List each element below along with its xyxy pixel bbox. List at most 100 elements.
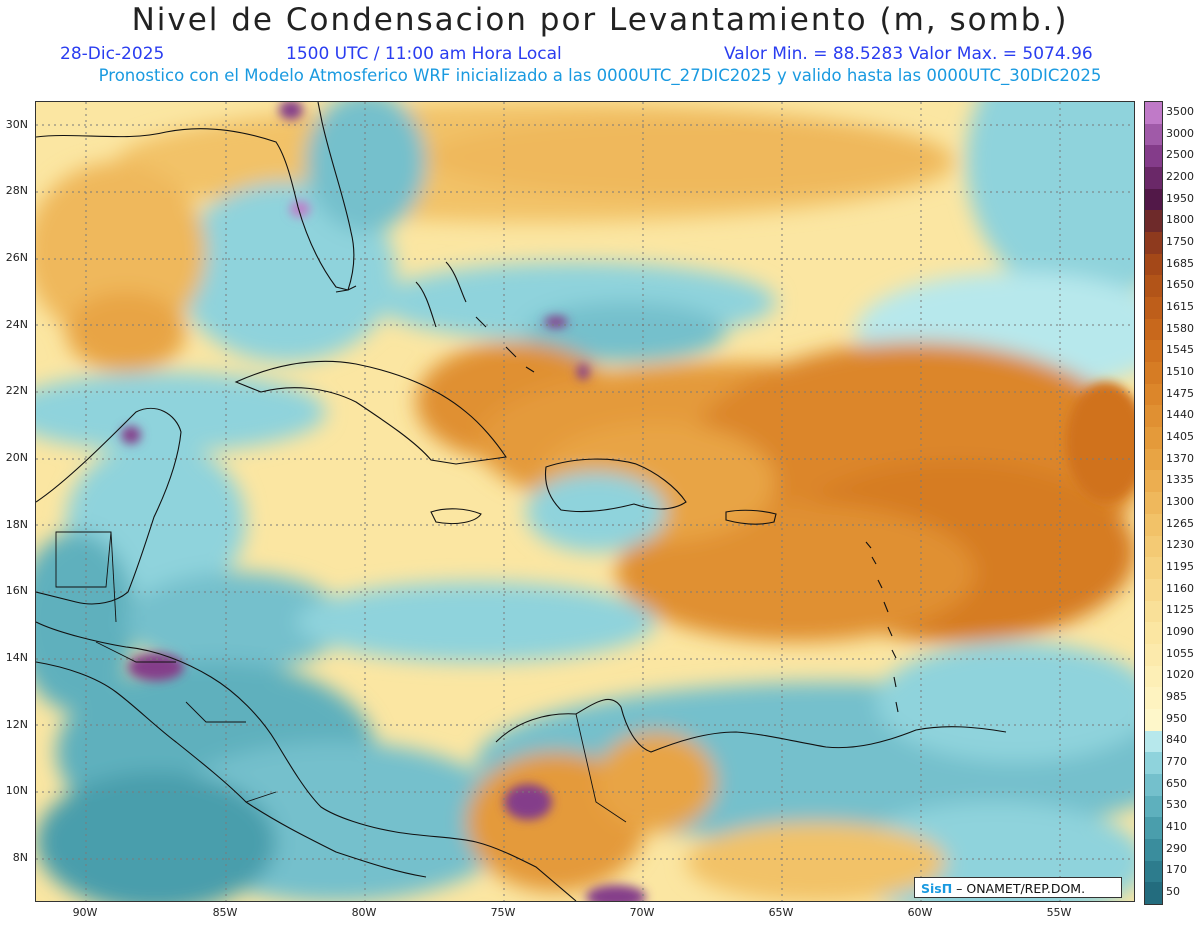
lcl-map [35, 101, 1135, 902]
colorbar-cell [1145, 513, 1162, 536]
lat-lon-grid [36, 102, 1134, 901]
colorbar-label: 1475 [1166, 386, 1194, 400]
forecast-date: 28-Dic-2025 [60, 44, 165, 64]
colorbar-cell [1145, 882, 1162, 905]
colorbar-label: 290 [1166, 841, 1187, 855]
colorbar-label: 1685 [1166, 256, 1194, 270]
colorbar-cell [1145, 448, 1162, 471]
lat-label-14n: 14N [5, 651, 28, 664]
colorbar-label: 1300 [1166, 495, 1194, 508]
colorbar-label: 50 [1166, 885, 1180, 899]
colorbar-label: 1160 [1166, 581, 1194, 595]
borders [55, 531, 627, 823]
colorbar-cell [1145, 643, 1162, 667]
colorbar-label: 1800 [1166, 213, 1194, 227]
lon-label-55w: 55W [1046, 906, 1072, 919]
map-canvas [36, 102, 1134, 901]
colorbar-label: 1230 [1166, 538, 1194, 552]
lat-label-24n: 24N [5, 318, 28, 331]
lcl-maxima [121, 102, 1134, 901]
colorbar-cell [1145, 838, 1162, 862]
colorbar-label: 1650 [1166, 278, 1194, 292]
colorbar-label: 1265 [1166, 516, 1194, 530]
colorbar-cell [1145, 383, 1162, 406]
lon-label-65w: 65W [768, 906, 794, 919]
lat-label-26n: 26N [5, 251, 28, 264]
colorbar-label: 1020 [1166, 668, 1194, 682]
coastlines [36, 102, 1007, 901]
colorbar-cell [1145, 253, 1162, 276]
lat-label-12n: 12N [5, 718, 28, 731]
colorbar-cell [1145, 665, 1162, 688]
lon-label-70w: 70W [629, 906, 655, 919]
credit-text: – ONAMET/REP.DOM. [952, 881, 1086, 896]
colorbar-label: 650 [1166, 776, 1187, 790]
colorbar-cell [1145, 622, 1162, 645]
colorbar-cell [1145, 557, 1162, 580]
colorbar-label: 2200 [1166, 169, 1194, 183]
colorbar-label: 1370 [1166, 451, 1194, 465]
colorbar-label: 1195 [1166, 560, 1194, 574]
colorbar-label: 840 [1166, 733, 1187, 747]
lat-label-8n: 8N [12, 851, 28, 864]
lat-label-28n: 28N [5, 184, 28, 197]
colorbar-cell [1145, 318, 1162, 341]
colorbar-label: 410 [1166, 820, 1187, 834]
colorbar-cell [1145, 167, 1162, 190]
lat-label-16n: 16N [5, 584, 28, 597]
colorbar-cell [1145, 102, 1162, 125]
colorbar-label: 1750 [1166, 234, 1194, 248]
colorbar-cell [1145, 188, 1162, 211]
lat-label-20n: 20N [5, 451, 28, 464]
colorbar-cell [1145, 600, 1162, 623]
colorbar-cell [1145, 687, 1162, 710]
colorbar-cell [1145, 578, 1162, 602]
colorbar-cell [1145, 470, 1162, 493]
colorbar-cell [1145, 427, 1162, 450]
sispi-logo: SisΠ [921, 881, 953, 896]
colorbar-cell [1145, 297, 1162, 320]
colorbar-label: 2500 [1166, 148, 1194, 162]
colorbar-cell [1145, 708, 1162, 732]
colorbar-cell [1145, 795, 1162, 818]
colorbar-cell [1145, 730, 1162, 753]
colorbar-label: 3000 [1166, 126, 1194, 140]
lon-label-75w: 75W [490, 906, 516, 919]
colorbar-label: 530 [1166, 798, 1187, 812]
colorbar-cell [1145, 210, 1162, 233]
colorbar-label: 1510 [1166, 364, 1194, 378]
colorbar-cell [1145, 340, 1162, 363]
colorbar-label: 1950 [1166, 191, 1194, 205]
colorbar-cell [1145, 405, 1162, 428]
colorbar-label: 770 [1166, 755, 1187, 769]
credit-box: SisΠ – ONAMET/REP.DOM. [914, 877, 1122, 898]
model-info: Pronostico con el Modelo Atmosferico WRF… [98, 66, 1102, 85]
colorbar-label: 1055 [1166, 646, 1194, 660]
colorbar-label: 3500 [1166, 104, 1194, 118]
colorbar-label: 1440 [1166, 408, 1194, 422]
colorbar-label: 1090 [1166, 625, 1194, 639]
lat-label-30n: 30N [5, 118, 28, 131]
colorbar-label: 1335 [1166, 473, 1194, 487]
colorbar-cell [1145, 232, 1162, 255]
lon-label-60w: 60W [907, 906, 933, 919]
colorbar-label: 1405 [1166, 429, 1194, 443]
lon-label-85w: 85W [212, 906, 238, 919]
colorbar-label: 1545 [1166, 343, 1194, 357]
colorbar-label: 1580 [1166, 321, 1194, 335]
colorbar-cell [1145, 123, 1162, 146]
colorbar-cell [1145, 362, 1162, 385]
lat-label-10n: 10N [5, 784, 28, 797]
forecast-time: 1500 UTC / 11:00 am Hora Local [286, 44, 562, 64]
colorbar-cell [1145, 492, 1162, 515]
colorbar-cell [1145, 275, 1162, 298]
colorbar-cell [1145, 145, 1162, 168]
colorbar-cell [1145, 860, 1162, 883]
colorbar-label: 985 [1166, 690, 1187, 704]
colorbar-cell [1145, 752, 1162, 775]
lcl-shading [36, 102, 1134, 901]
colorbar-label: 1615 [1166, 299, 1194, 313]
lat-label-22n: 22N [5, 384, 28, 397]
min-max-values: Valor Min. = 88.5283 Valor Max. = 5074.9… [724, 44, 1093, 64]
lon-label-80w: 80W [351, 906, 377, 919]
